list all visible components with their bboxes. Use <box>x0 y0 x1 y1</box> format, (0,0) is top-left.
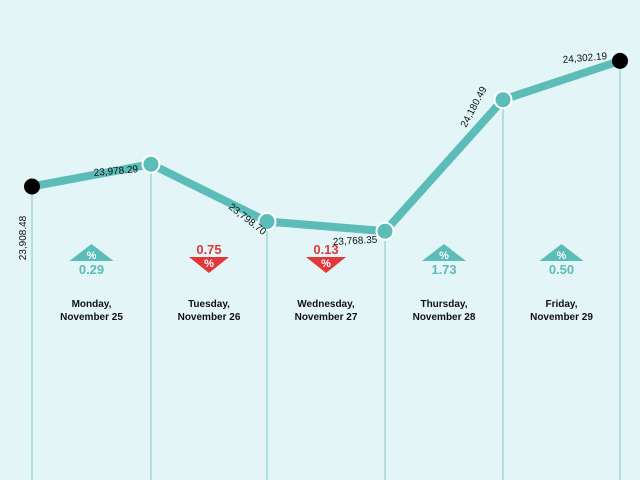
percent-symbol: % <box>439 250 449 262</box>
percent-symbol: % <box>557 250 567 262</box>
day-label-weekday: Friday, <box>545 299 577 310</box>
percent-symbol: % <box>87 250 97 262</box>
change-up-arrow <box>539 244 584 261</box>
day-label-weekday: Wednesday, <box>297 299 355 310</box>
endpoint-marker <box>24 178 40 195</box>
percent-change: 0.13 <box>313 242 338 257</box>
change-down-arrow <box>306 257 346 273</box>
percent-change: 0.50 <box>549 262 574 277</box>
percent-symbol: % <box>204 258 214 270</box>
change-up-arrow <box>69 244 114 261</box>
day-label-date: November 27 <box>295 312 358 323</box>
data-point-marker <box>375 221 395 241</box>
value-label: 24,302.19 <box>562 51 608 66</box>
day-label-weekday: Monday, <box>72 299 112 310</box>
day-label-date: November 28 <box>413 312 476 323</box>
value-label: 23,768.35 <box>333 235 378 248</box>
percent-change: 0.29 <box>79 262 104 277</box>
day-label-weekday: Tuesday, <box>188 299 230 310</box>
day-label-date: November 25 <box>60 312 123 323</box>
day-label-date: November 26 <box>178 312 241 323</box>
change-up-arrow <box>422 244 466 261</box>
day-label-date: November 29 <box>530 312 593 323</box>
change-down-arrow <box>189 257 229 273</box>
series-line <box>28 56 624 236</box>
value-label: 23,908.48 <box>18 215 29 260</box>
percent-change: 1.73 <box>431 262 456 277</box>
data-point-marker <box>493 90 513 110</box>
data-point-marker <box>141 154 161 174</box>
percent-symbol: % <box>321 258 331 270</box>
data-point-marker <box>257 212 277 232</box>
value-label: 23,978.29 <box>93 164 139 179</box>
percent-change: 0.75 <box>196 242 221 257</box>
day-label-weekday: Thursday, <box>420 299 467 310</box>
endpoint-marker <box>612 52 628 69</box>
